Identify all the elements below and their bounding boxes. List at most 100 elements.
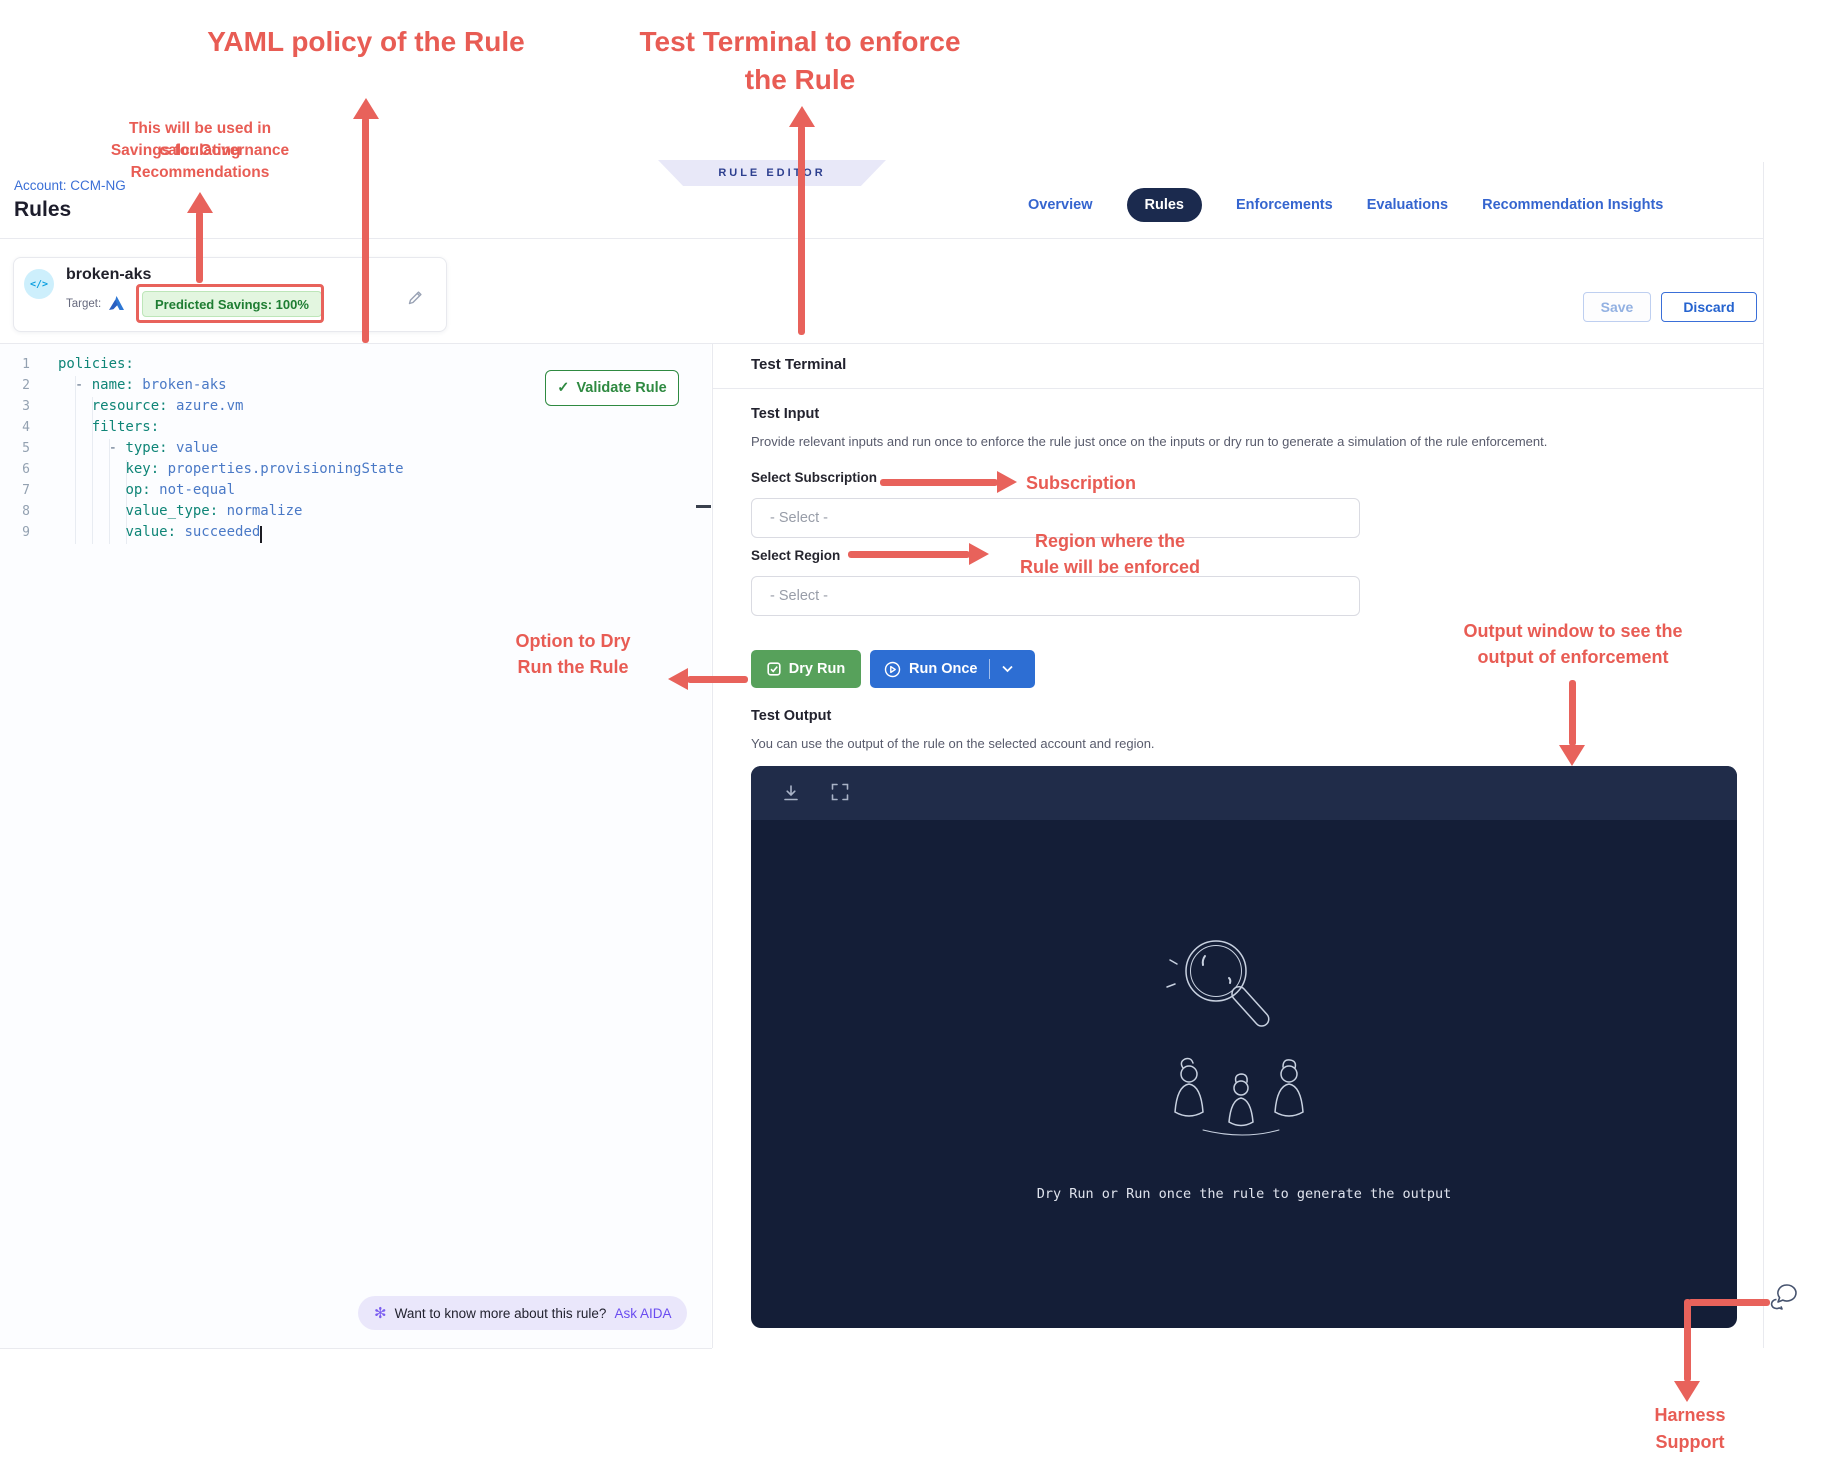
code-line: 6 key: properties.provisioningState — [22, 461, 404, 477]
azure-icon — [108, 295, 125, 311]
annotation-arrow-shaft — [362, 117, 369, 343]
annotation-savings-2: Savings for Governance — [110, 142, 290, 159]
indent-guide — [126, 460, 127, 544]
code-line: 2 - name: broken-aks — [22, 377, 227, 393]
annotation-support-2: Support — [1655, 1432, 1725, 1452]
text-cursor — [260, 526, 262, 543]
region-select[interactable]: - Select - — [751, 576, 1360, 616]
annotation-arrow-shaft — [1684, 1299, 1691, 1382]
code-line: 3 resource: azure.vm — [22, 398, 244, 414]
annotation-arrow-shaft — [196, 211, 203, 283]
code-line: 4 filters: — [22, 419, 160, 435]
dry-run-button[interactable]: Dry Run — [751, 650, 861, 688]
annotation-arrow-down — [1559, 745, 1585, 766]
annotation-support-1: Harness — [1654, 1405, 1726, 1425]
annotation-output-1: Output window to see the — [1463, 621, 1683, 641]
edit-rule-pencil-icon[interactable] — [406, 288, 425, 307]
empty-output-illustration — [1166, 940, 1304, 1136]
annotation-arrow-shaft — [687, 676, 748, 683]
subscription-label: Select Subscription — [751, 470, 878, 485]
run-options-caret[interactable] — [990, 665, 1025, 673]
annotation-subscription: Subscription — [1026, 473, 1137, 493]
annotation-arrow-shaft — [848, 551, 970, 558]
subscription-select[interactable]: - Select - — [751, 498, 1360, 538]
annotation-arrow-shaft — [880, 479, 998, 486]
annotation-test-terminal-2: the Rule — [744, 64, 856, 95]
discard-button[interactable]: Discard — [1661, 292, 1757, 322]
annotation-arrow-shaft — [798, 125, 805, 335]
account-breadcrumb[interactable]: Account: CCM-NG — [14, 178, 126, 193]
editor-bottom-divider — [0, 1348, 712, 1349]
run-once-main[interactable]: Run Once — [870, 661, 989, 678]
annotation-yaml-policy: YAML policy of the Rule — [207, 26, 525, 57]
overview-ruler-mark — [696, 505, 711, 508]
toolbar-divider — [0, 343, 1763, 344]
test-terminal-divider — [712, 388, 1763, 389]
annotation-arrow-left — [668, 668, 688, 690]
annotation-arrow-right — [969, 543, 989, 565]
region-label: Select Region — [751, 548, 841, 563]
annotation-arrow-up — [353, 98, 379, 119]
annotation-region-2: Rule will be enforced — [1019, 557, 1201, 577]
header-divider — [0, 238, 1763, 239]
annotation-arrow-shaft — [1569, 680, 1576, 746]
right-edge-divider — [1763, 162, 1764, 1348]
annotation-arrow-up — [187, 192, 213, 213]
test-output-description: You can use the output of the rule on th… — [751, 736, 1155, 751]
annotation-region-1: Region where the — [1034, 531, 1186, 551]
tab-evaluations[interactable]: Evaluations — [1366, 197, 1449, 213]
code-line: 8 value_type: normalize — [22, 503, 303, 519]
test-terminal-title: Test Terminal — [751, 356, 847, 373]
terminal-empty-text: Dry Run or Run once the rule to generate… — [1036, 1186, 1452, 1202]
run-once-button: Run Once — [870, 650, 1035, 688]
play-icon — [884, 661, 901, 677]
rule-name: broken-aks — [66, 266, 152, 283]
save-button[interactable]: Save — [1583, 292, 1651, 322]
annotation-arrow-up — [789, 106, 815, 127]
tab-enforcements[interactable]: Enforcements — [1236, 197, 1333, 213]
indent-guide — [109, 439, 110, 544]
fullscreen-icon[interactable] — [831, 783, 849, 801]
test-output-title: Test Output — [751, 708, 832, 724]
annotation-arrow-down — [1674, 1381, 1700, 1402]
code-line: 9 value: succeeded — [22, 524, 261, 540]
annotation-arrow-right — [997, 471, 1017, 493]
code-line: 5 - type: value — [22, 440, 219, 456]
rule-type-icon: </> — [24, 269, 54, 299]
code-line: 7 op: not-equal — [22, 482, 236, 498]
yaml-code[interactable]: 1 policies: 2 - name: broken-aks 3 resour… — [0, 354, 404, 543]
yaml-editor[interactable] — [0, 344, 711, 1348]
chevron-down-icon — [1002, 665, 1014, 673]
ask-aida-link[interactable]: Ask AIDA — [614, 1305, 672, 1321]
rule-editor-ribbon: RULE EDITOR — [658, 160, 886, 186]
tab-recommendation-insights[interactable]: Recommendation Insights — [1482, 197, 1664, 213]
checkbox-icon — [767, 662, 781, 676]
annotation-savings-1: This will be used in calculating — [128, 120, 272, 159]
annotation-savings-3: Recommendations — [130, 164, 270, 181]
nav-tabs: Overview Rules Enforcements Evaluations … — [1028, 186, 1663, 224]
annotation-output-2: output of enforcement — [1477, 647, 1669, 667]
download-icon[interactable] — [781, 783, 801, 803]
button-separator — [989, 659, 991, 679]
target-label: Target: — [66, 298, 102, 310]
code-line: 1 policies: — [22, 356, 134, 372]
check-icon: ✓ — [557, 380, 570, 396]
predicted-savings-badge: Predicted Savings: 100% — [142, 291, 322, 317]
panel-divider — [712, 343, 713, 1348]
indent-guide — [75, 376, 76, 544]
tab-overview[interactable]: Overview — [1028, 197, 1093, 213]
page-title: Rules — [14, 198, 72, 221]
test-input-description: Provide relevant inputs and run once to … — [751, 434, 1548, 449]
support-chat-icon[interactable] — [1766, 1281, 1800, 1315]
annotation-dry-run-2: Run the Rule — [517, 657, 629, 677]
aida-prompt: Want to know more about this rule? — [394, 1305, 607, 1321]
annotation-savings-box — [136, 284, 324, 323]
aida-sparkle-icon: ✻ — [374, 1305, 387, 1322]
validate-rule-button[interactable]: ✓ Validate Rule — [545, 370, 679, 406]
annotation-test-terminal-1: Test Terminal to enforce — [639, 26, 961, 57]
test-input-title: Test Input — [751, 406, 820, 422]
tab-rules[interactable]: Rules — [1126, 188, 1202, 222]
terminal-toolbar — [751, 766, 1737, 820]
output-terminal: Dry Run or Run once the rule to generate… — [751, 766, 1737, 1328]
annotation-dry-run-1: Option to Dry — [515, 631, 631, 651]
